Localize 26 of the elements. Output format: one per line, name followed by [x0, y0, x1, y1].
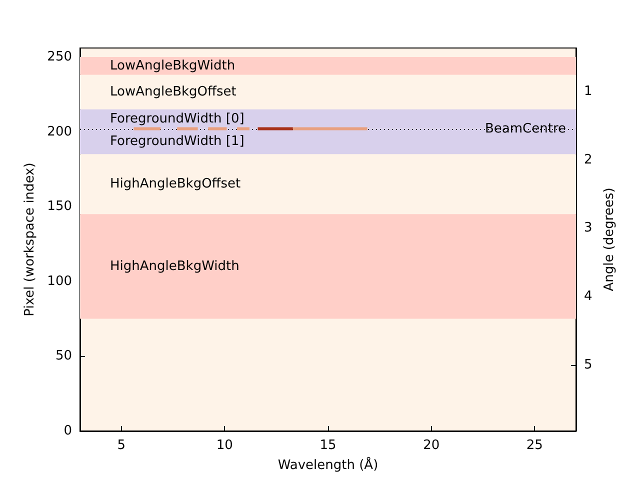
x-tick-label: 15: [320, 438, 336, 453]
y-tick-label: 50: [55, 348, 72, 364]
y2-tick-label: 3: [584, 220, 592, 236]
y-tick-label: 0: [64, 424, 72, 438]
y2-tick-label: 5: [584, 357, 592, 372]
band-label: HighAngleBkgWidth: [110, 258, 240, 274]
x-axis-title: Wavelength (Å): [278, 456, 378, 473]
band-label: ForegroundWidth [1]: [110, 134, 244, 150]
y-tick-label: 150: [47, 199, 72, 214]
band-label: HighAngleBkgOffset: [110, 176, 241, 192]
y-tick-label: 200: [47, 124, 72, 140]
x-tick-label: 20: [423, 438, 440, 453]
y-axis-title: Pixel (workspace index): [22, 162, 38, 316]
band-label: LowAngleBkgWidth: [110, 58, 236, 74]
y2-tick-label: 1: [584, 84, 592, 100]
band-label: ForegroundWidth [0]: [110, 112, 244, 127]
y2-axis-title: Angle (degrees): [602, 188, 618, 292]
band-label: LowAngleBkgOffset: [110, 84, 236, 100]
y2-tick-label: 4: [584, 289, 592, 304]
ref-line-label: BeamCentre: [484, 121, 566, 136]
y-tick-label: 250: [47, 49, 72, 64]
x-tick-label: 10: [216, 438, 233, 453]
y-tick-label: 100: [47, 274, 72, 289]
y2-tick-label: 2: [584, 152, 592, 168]
x-tick-label: 5: [117, 438, 126, 453]
x-tick-label: 25: [526, 438, 543, 453]
